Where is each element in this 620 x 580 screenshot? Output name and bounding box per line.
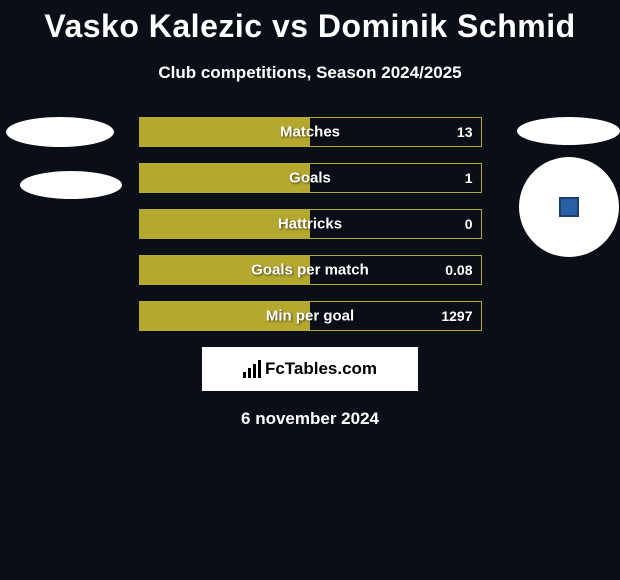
ellipse-decoration xyxy=(20,171,122,199)
stat-row-goals-per-match: Goals per match 0.08 xyxy=(139,255,482,285)
stat-label: Min per goal xyxy=(140,308,481,325)
stat-label: Goals xyxy=(140,170,481,187)
stat-row-min-per-goal: Min per goal 1297 xyxy=(139,301,482,331)
circle-decoration xyxy=(519,157,619,257)
ellipse-decoration xyxy=(6,117,114,147)
subtitle: Club competitions, Season 2024/2025 xyxy=(0,63,620,83)
stat-value: 1 xyxy=(465,170,473,186)
logo-box[interactable]: FcTables.com xyxy=(202,347,418,391)
page-title: Vasko Kalezic vs Dominik Schmid xyxy=(0,0,620,45)
stat-row-matches: Matches 13 xyxy=(139,117,482,147)
left-decorations xyxy=(0,117,122,199)
stat-value: 0 xyxy=(465,216,473,232)
stat-label: Matches xyxy=(140,124,481,141)
right-decorations xyxy=(529,117,620,257)
logo-text: FcTables.com xyxy=(265,359,377,379)
blue-square-icon xyxy=(559,197,579,217)
logo: FcTables.com xyxy=(243,359,377,379)
content-area: Matches 13 Goals 1 Hattricks 0 Goals per… xyxy=(0,117,620,429)
date-text: 6 november 2024 xyxy=(0,409,620,429)
stat-label: Hattricks xyxy=(140,216,481,233)
stat-value: 13 xyxy=(457,124,473,140)
stat-row-goals: Goals 1 xyxy=(139,163,482,193)
stat-value: 0.08 xyxy=(445,262,472,278)
ellipse-decoration xyxy=(517,117,620,145)
stat-value: 1297 xyxy=(441,308,472,324)
stats-container: Matches 13 Goals 1 Hattricks 0 Goals per… xyxy=(139,117,482,331)
logo-bars-icon xyxy=(243,360,261,378)
stat-label: Goals per match xyxy=(140,262,481,279)
stat-row-hattricks: Hattricks 0 xyxy=(139,209,482,239)
